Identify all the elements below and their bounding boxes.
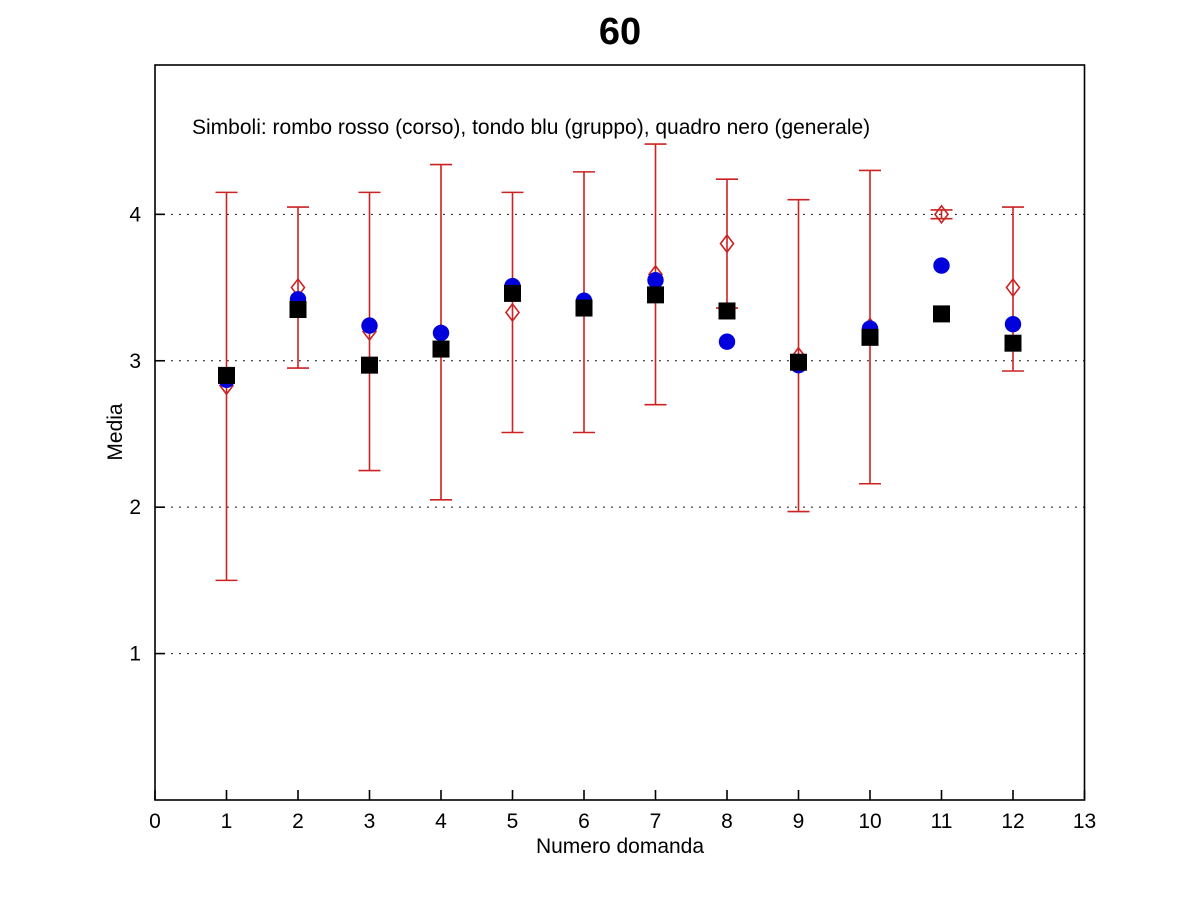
x-tick-label: 1 bbox=[221, 810, 233, 833]
y-tick-label: 4 bbox=[129, 203, 141, 226]
marker-square-generale bbox=[718, 302, 736, 320]
legend-annotation: Simboli: rombo rosso (corso), tondo blu … bbox=[192, 116, 870, 139]
marker-square-generale bbox=[647, 286, 664, 304]
x-tick-label: 13 bbox=[1073, 810, 1096, 833]
y-axis-label: Media bbox=[104, 403, 127, 461]
x-tick-label: 9 bbox=[793, 810, 805, 833]
marker-square-generale bbox=[933, 305, 950, 323]
marker-diamond-corso bbox=[504, 302, 521, 323]
x-tick-label: 6 bbox=[578, 810, 590, 833]
y-tick-label: 3 bbox=[129, 350, 141, 373]
x-tick-label: 12 bbox=[1001, 810, 1024, 833]
x-tick-label: 3 bbox=[364, 810, 376, 833]
x-tick-label: 0 bbox=[149, 810, 161, 833]
marker-circle-gruppo bbox=[432, 324, 450, 342]
x-axis-label: Numero domanda bbox=[536, 835, 704, 858]
marker-square-generale bbox=[218, 366, 235, 384]
marker-square-generale bbox=[1004, 334, 1022, 352]
y-tick-label: 1 bbox=[129, 643, 141, 666]
marker-square-generale bbox=[289, 301, 307, 319]
marker-circle-gruppo bbox=[1004, 315, 1022, 333]
marker-diamond-corso bbox=[933, 204, 950, 225]
x-tick-label: 5 bbox=[507, 810, 519, 833]
marker-square-generale bbox=[504, 284, 521, 302]
marker-square-generale bbox=[790, 353, 807, 371]
marker-circle-gruppo bbox=[647, 272, 664, 289]
marker-square-generale bbox=[361, 356, 378, 374]
x-tick-label: 8 bbox=[721, 810, 733, 833]
x-tick-label: 7 bbox=[650, 810, 662, 833]
x-tick-label: 10 bbox=[858, 810, 881, 833]
x-tick-label: 11 bbox=[931, 810, 953, 833]
x-tick-label: 4 bbox=[435, 810, 447, 833]
marker-circle-gruppo bbox=[361, 317, 378, 334]
marker-square-generale bbox=[432, 340, 450, 358]
marker-circle-gruppo bbox=[933, 257, 950, 274]
marker-diamond-corso bbox=[1005, 277, 1021, 298]
marker-diamond-corso bbox=[719, 233, 735, 254]
marker-square-generale bbox=[575, 299, 593, 317]
chart-title: 60 bbox=[599, 11, 641, 53]
y-tick-label: 2 bbox=[129, 496, 141, 519]
marker-circle-gruppo bbox=[718, 333, 736, 350]
marker-square-generale bbox=[861, 328, 879, 346]
x-tick-label: 2 bbox=[292, 810, 304, 833]
axes-box bbox=[154, 64, 1086, 801]
